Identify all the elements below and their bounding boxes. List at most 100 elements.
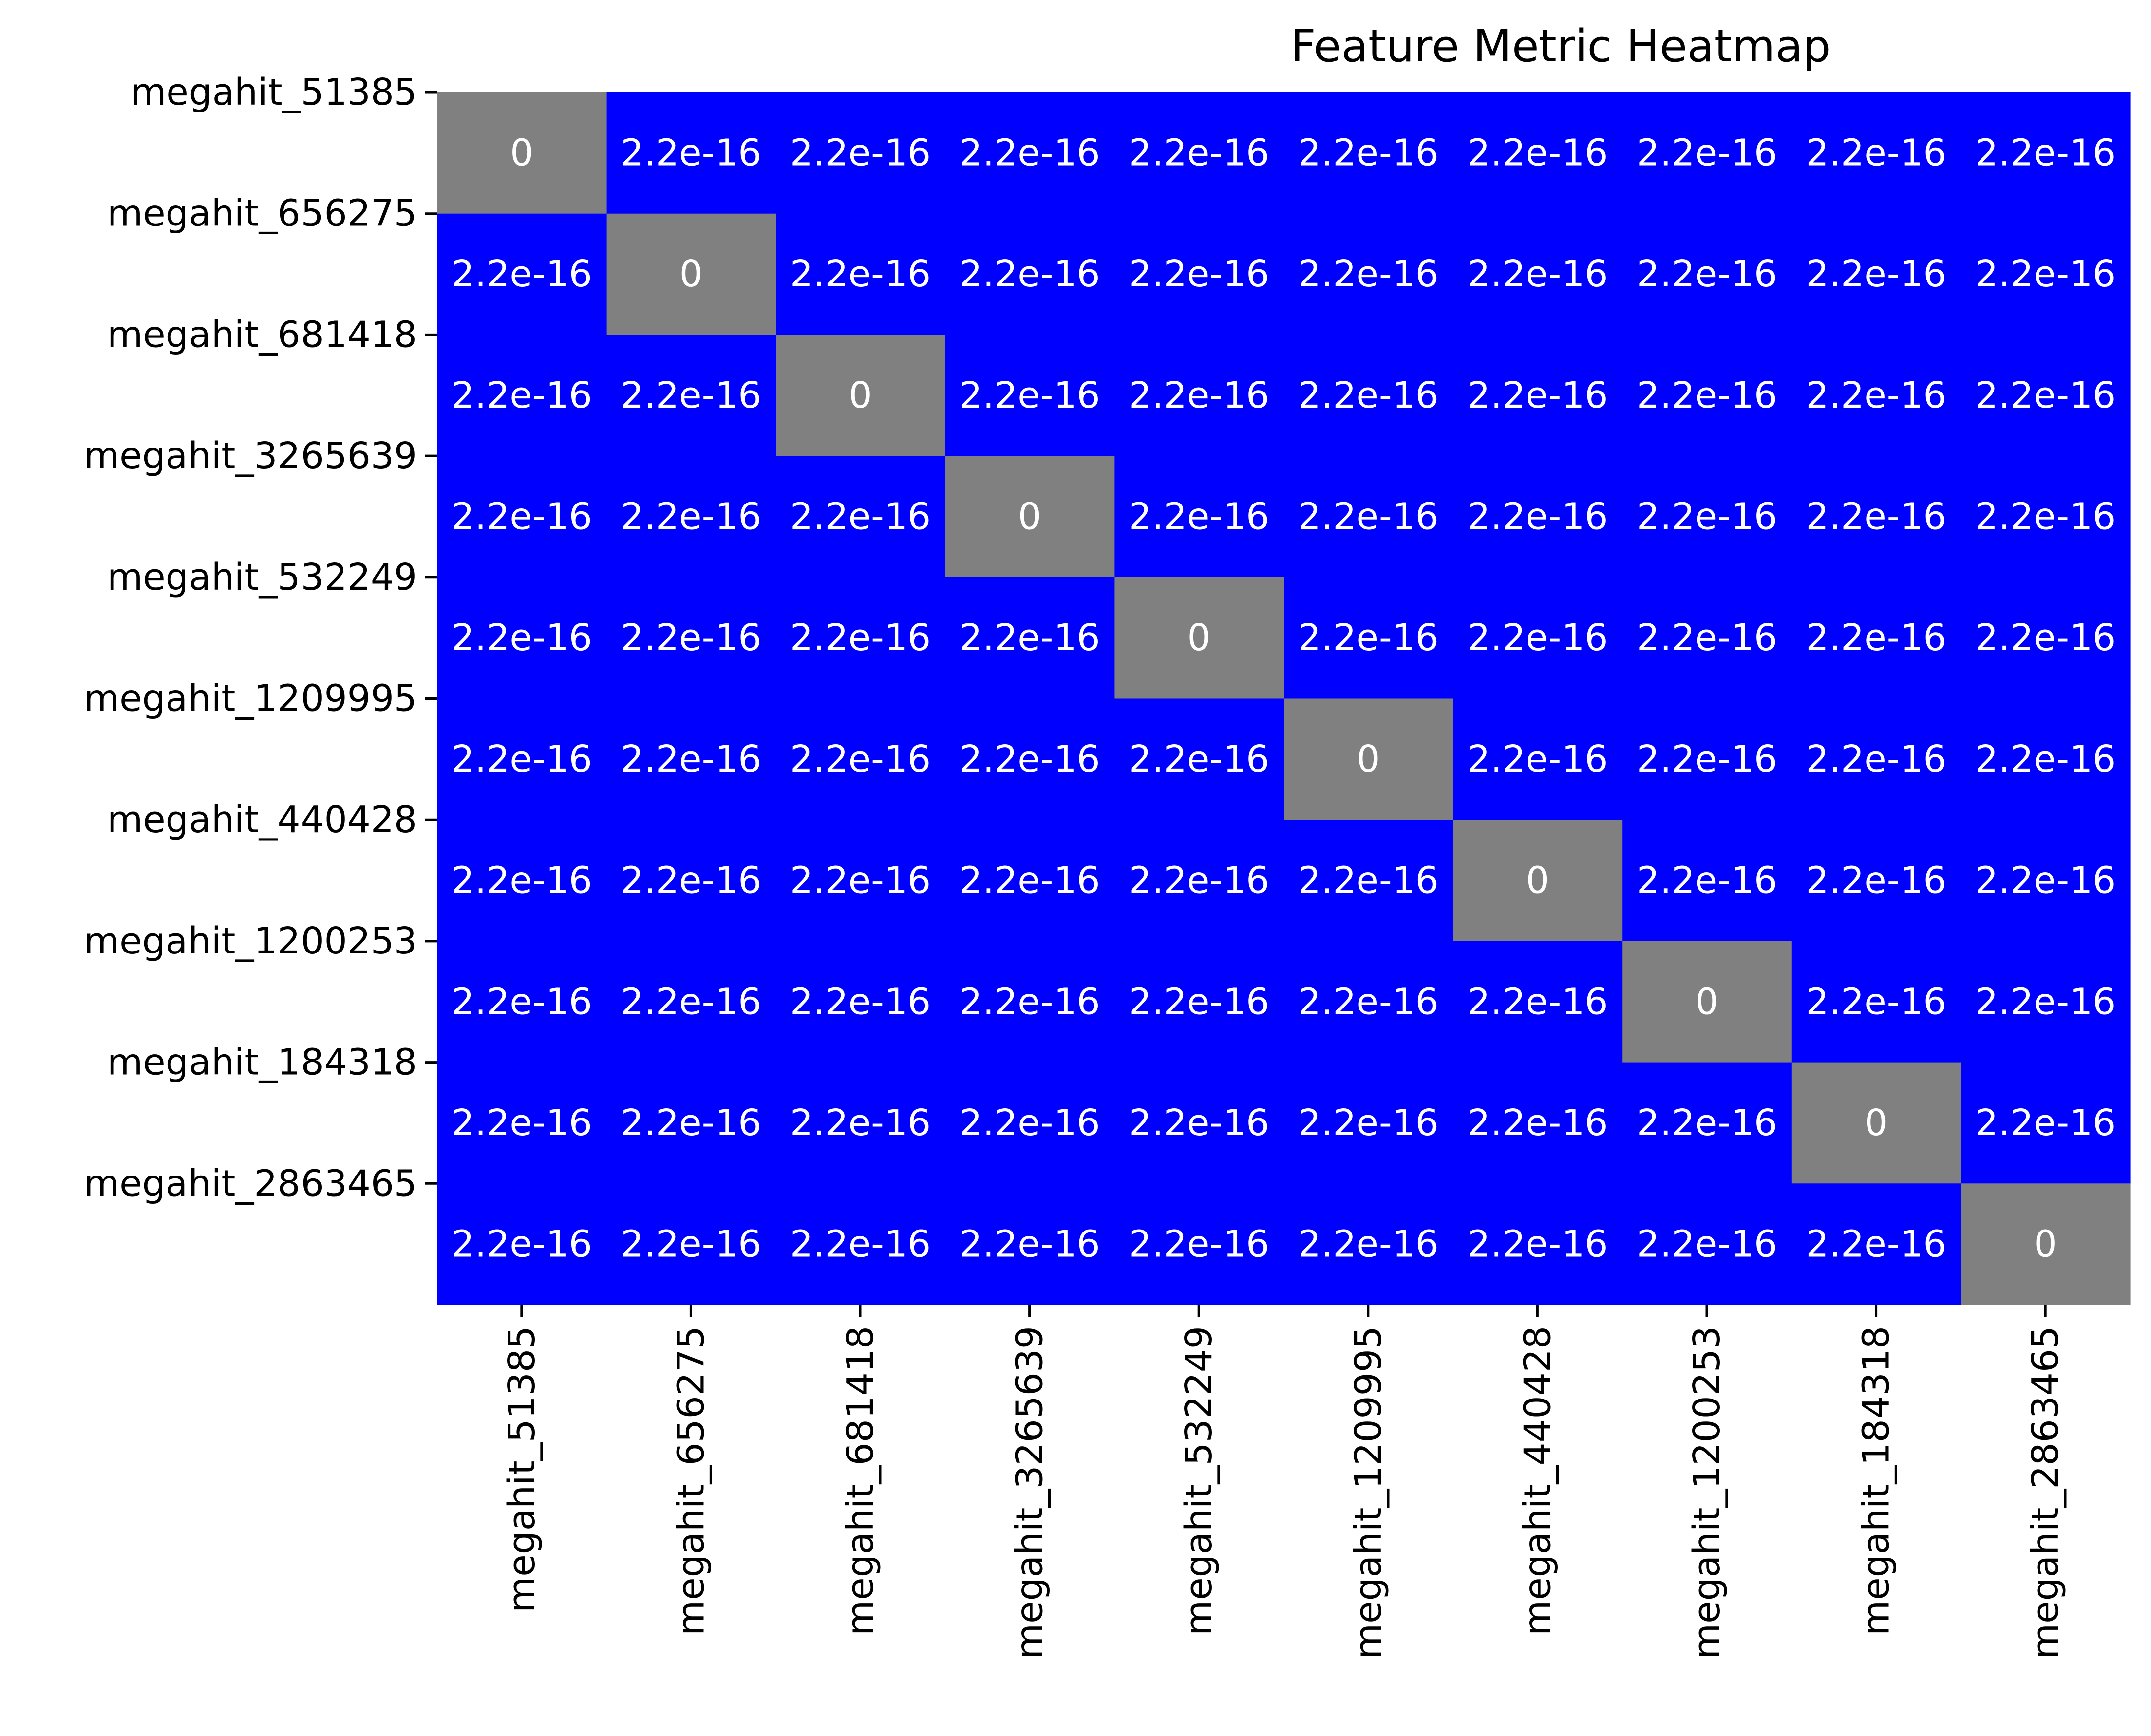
cell-value-label: 2.2e-16 <box>790 980 931 1023</box>
cell-value-label: 2.2e-16 <box>1129 253 1269 295</box>
cell-value-label: 2.2e-16 <box>1806 253 1947 295</box>
y-tick-label: megahit_681418 <box>107 313 417 356</box>
heatmap-cell-r6-c7 <box>1622 820 1792 942</box>
cell-value-label: 2.2e-16 <box>1975 1102 2116 1144</box>
heatmap-cell-r1-c9 <box>1961 213 2131 335</box>
heatmap-cell-r1-c7 <box>1622 213 1792 335</box>
heatmap-cell-r7-c1 <box>606 941 776 1063</box>
cell-value-label: 2.2e-16 <box>621 374 761 417</box>
y-tick-label: megahit_2863465 <box>84 1162 417 1205</box>
x-tick-label: megahit_532249 <box>1178 1326 1220 1636</box>
heatmap-cell-r8-c8 <box>1791 1062 1961 1184</box>
cell-value-label: 2.2e-16 <box>621 1223 761 1266</box>
heatmap-cell-r8-c7 <box>1622 1062 1792 1184</box>
y-tick-label: megahit_3265639 <box>84 435 417 477</box>
heatmap-cell-r4-c2 <box>776 577 946 699</box>
cell-value-label: 2.2e-16 <box>452 1102 592 1144</box>
heatmap-cell-r6-c6 <box>1453 820 1623 942</box>
heatmap-cell-r9-c3 <box>945 1183 1115 1305</box>
cell-value-label: 2.2e-16 <box>452 616 592 659</box>
cell-value-label: 2.2e-16 <box>1637 253 1777 295</box>
x-tick-label: megahit_51385 <box>501 1326 543 1613</box>
chart-title: Feature Metric Heatmap <box>1291 20 1831 72</box>
heatmap-cell-r6-c0 <box>437 820 607 942</box>
heatmap-cell-r7-c3 <box>945 941 1115 1063</box>
heatmap-cell-r0-c8 <box>1791 92 1961 214</box>
heatmap-cell-r4-c5 <box>1284 577 1454 699</box>
x-tick-label: megahit_1209995 <box>1347 1326 1390 1659</box>
heatmap-cell-r0-c2 <box>776 92 946 214</box>
heatmap-cell-r1-c1 <box>606 213 776 335</box>
heatmap-cell-r8-c4 <box>1114 1062 1284 1184</box>
heatmap-cell-r2-c2 <box>776 335 946 456</box>
heatmap-cell-r5-c2 <box>776 698 946 820</box>
cell-value-label: 2.2e-16 <box>452 495 592 538</box>
heatmap-cell-r7-c4 <box>1114 941 1284 1063</box>
cell-value-label: 2.2e-16 <box>1637 616 1777 659</box>
cell-value-label: 2.2e-16 <box>452 1223 592 1266</box>
heatmap-cell-r0-c6 <box>1453 92 1623 214</box>
cell-value-label: 2.2e-16 <box>1467 131 1608 174</box>
cell-value-label: 2.2e-16 <box>452 859 592 902</box>
cell-value-label: 2.2e-16 <box>960 374 1100 417</box>
cell-value-label: 2.2e-16 <box>1637 374 1777 417</box>
cell-value-label: 2.2e-16 <box>1129 980 1269 1023</box>
cell-value-label: 2.2e-16 <box>1467 616 1608 659</box>
cell-value-label: 2.2e-16 <box>790 1223 931 1266</box>
cell-value-label: 2.2e-16 <box>1637 859 1777 902</box>
heatmap-cell-labels: 0 2.2e-16 2.2e-16 2.2e-16 2.2e-16 2.2e-16 2.2e… <box>452 131 2116 1265</box>
heatmap-cell-r9-c0 <box>437 1183 607 1305</box>
cell-value-label: 2.2e-16 <box>1129 859 1269 902</box>
cell-value-label: 2.2e-16 <box>1467 1223 1608 1266</box>
heatmap-cell-r8-c6 <box>1453 1062 1623 1184</box>
cell-value-label: 0 <box>1865 1102 1888 1144</box>
cell-value-label: 2.2e-16 <box>960 980 1100 1023</box>
heatmap-cell-r6-c5 <box>1284 820 1454 942</box>
cell-value-label: 0 <box>1526 859 1549 902</box>
cell-value-label: 2.2e-16 <box>1637 1223 1777 1266</box>
x-tick-label: megahit_3265639 <box>1009 1326 1051 1659</box>
cell-value-label: 2.2e-16 <box>621 738 761 781</box>
cell-value-label: 2.2e-16 <box>1806 374 1947 417</box>
cell-value-label: 2.2e-16 <box>1298 1223 1439 1266</box>
cell-value-label: 2.2e-16 <box>452 738 592 781</box>
y-axis: megahit_51385 megahit_656275 megahit_68141… <box>84 71 437 1205</box>
cell-value-label: 2.2e-16 <box>1975 495 2116 538</box>
heatmap-cell-r2-c7 <box>1622 335 1792 456</box>
y-tick-label: megahit_532249 <box>107 556 417 599</box>
heatmap-cell-r0-c0 <box>437 92 607 214</box>
heatmap-cell-r1-c3 <box>945 213 1115 335</box>
y-tick-label: megahit_656275 <box>107 192 417 235</box>
cell-value-label: 2.2e-16 <box>1806 859 1947 902</box>
heatmap-cell-r0-c9 <box>1961 92 2131 214</box>
heatmap-cell-r9-c5 <box>1284 1183 1454 1305</box>
heatmap-cell-r4-c8 <box>1791 577 1961 699</box>
heatmap-cell-r4-c6 <box>1453 577 1623 699</box>
cell-value-label: 2.2e-16 <box>790 1102 931 1144</box>
cell-value-label: 2.2e-16 <box>1637 738 1777 781</box>
cell-value-label: 2.2e-16 <box>1806 495 1947 538</box>
heatmap-cell-r4-c7 <box>1622 577 1792 699</box>
cell-value-label: 2.2e-16 <box>1975 374 2116 417</box>
cell-value-label: 2.2e-16 <box>1806 738 1947 781</box>
heatmap-cell-r3-c3 <box>945 456 1115 578</box>
heatmap-cell-r3-c4 <box>1114 456 1284 578</box>
cell-value-label: 0 <box>1188 616 1211 659</box>
cell-value-label: 2.2e-16 <box>452 253 592 295</box>
cell-value-label: 2.2e-16 <box>1129 738 1269 781</box>
heatmap-cell-r4-c4 <box>1114 577 1284 699</box>
y-tick-label: megahit_1200253 <box>84 920 417 962</box>
cell-value-label: 2.2e-16 <box>1467 374 1608 417</box>
x-axis: megahit_51385 megahit_656275 megahit_68141… <box>501 1305 2067 1659</box>
cell-value-label: 2.2e-16 <box>1975 616 2116 659</box>
cell-value-label: 2.2e-16 <box>1298 980 1439 1023</box>
cell-value-label: 2.2e-16 <box>1975 253 2116 295</box>
cell-value-label: 2.2e-16 <box>1467 980 1608 1023</box>
cell-value-label: 2.2e-16 <box>790 859 931 902</box>
heatmap-cell-r9-c9 <box>1961 1183 2131 1305</box>
cell-value-label: 2.2e-16 <box>1637 495 1777 538</box>
heatmap-cell-r7-c5 <box>1284 941 1454 1063</box>
cell-value-label: 0 <box>2034 1223 2057 1266</box>
cell-value-label: 2.2e-16 <box>1975 738 2116 781</box>
y-tick-label: megahit_440428 <box>107 798 417 841</box>
